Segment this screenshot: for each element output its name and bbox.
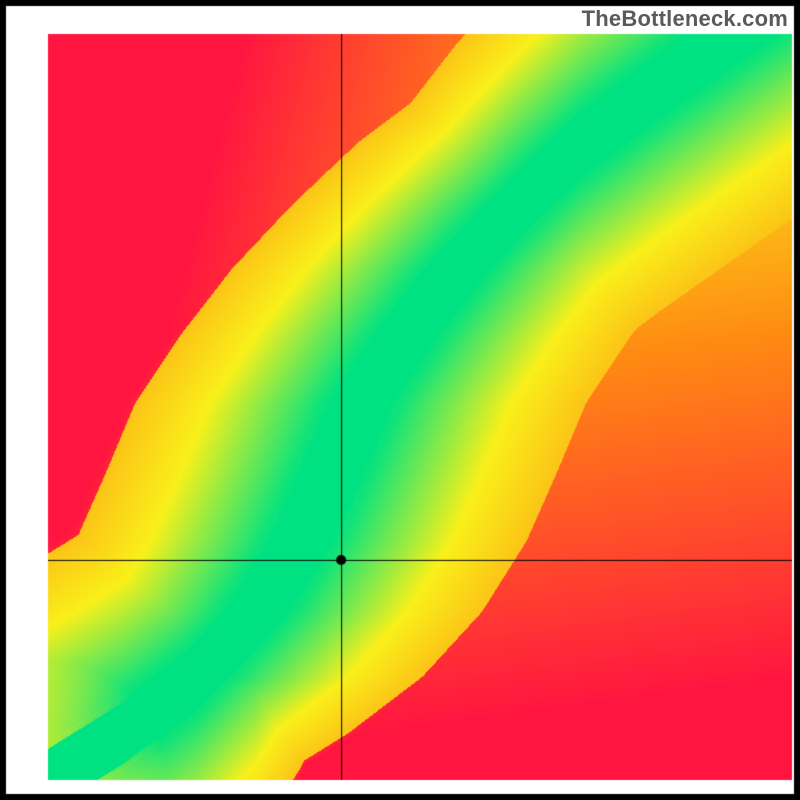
heatmap-canvas: [0, 0, 800, 800]
attribution-text: TheBottleneck.com: [582, 6, 788, 32]
chart-container: TheBottleneck.com: [0, 0, 800, 800]
